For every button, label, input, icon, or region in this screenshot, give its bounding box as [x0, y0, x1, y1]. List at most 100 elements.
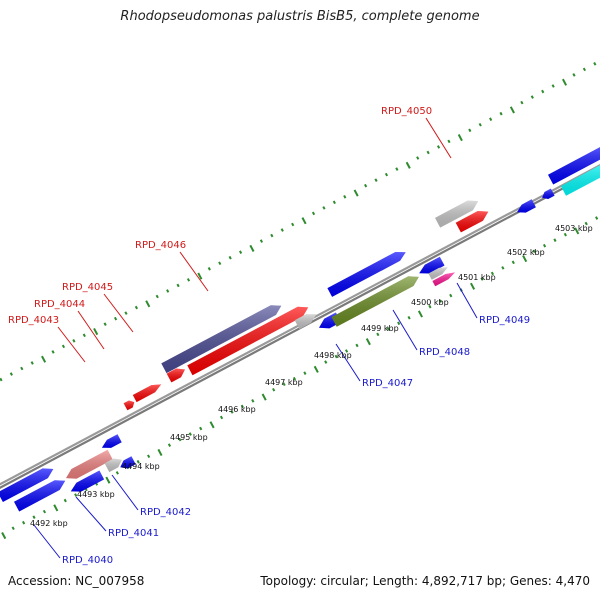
- gene-label-rpd_4040: RPD_4040: [62, 555, 113, 566]
- tick-mark: [532, 249, 536, 254]
- gene-feature-shade: [432, 272, 455, 287]
- tick-mark: [322, 206, 326, 210]
- gene-feature-shade: [132, 384, 162, 403]
- gene-label-rpd_4048: RPD_4048: [419, 347, 470, 358]
- tick-mark: [574, 227, 580, 235]
- tick-mark: [313, 365, 319, 373]
- tick-mark: [311, 211, 316, 216]
- tick-mark: [61, 344, 66, 349]
- kbp-label: 4497 kbp: [265, 378, 303, 387]
- tick-mark: [22, 520, 26, 525]
- gene-features: [0, 147, 600, 512]
- tick-mark: [355, 343, 359, 348]
- tick-mark: [259, 239, 264, 243]
- tick-mark: [428, 304, 432, 309]
- kbp-label: 4492 kbp: [30, 519, 68, 528]
- tick-mark: [426, 150, 430, 155]
- gene-label-rpd_4043: RPD_4043: [8, 315, 59, 326]
- tick-mark: [334, 354, 338, 359]
- tick-mark: [374, 178, 378, 182]
- tick-mark: [520, 100, 524, 105]
- kbp-label: 4494 kbp: [122, 462, 160, 471]
- tick-mark: [595, 216, 599, 220]
- leader-line: [77, 310, 105, 350]
- tick-mark: [228, 255, 232, 260]
- map-title: Rhodopseudomonas palustris BisB5, comple…: [120, 9, 480, 24]
- tick-mark: [344, 349, 349, 353]
- tick-mark: [51, 350, 55, 354]
- kbp-label: 4493 kbp: [77, 490, 115, 499]
- tick-mark: [499, 111, 503, 116]
- tick-mark: [280, 228, 284, 232]
- tick-mark: [199, 426, 203, 431]
- tick-mark: [593, 62, 597, 66]
- tick-mark: [197, 272, 203, 280]
- tick-mark: [63, 498, 67, 503]
- tick-mark: [53, 504, 59, 512]
- leader-line: [179, 251, 209, 292]
- gene-feature-shade: [187, 306, 309, 376]
- gene-feature-shade: [455, 211, 489, 233]
- tick-mark: [478, 122, 482, 127]
- tick-mark: [324, 360, 328, 364]
- leader-line: [33, 524, 61, 559]
- tick-mark: [103, 322, 107, 326]
- accession-text: Accession: NC_007958: [8, 574, 145, 588]
- tick-mark: [136, 459, 140, 464]
- tick-mark: [436, 145, 441, 149]
- gene-feature-shade: [294, 314, 317, 330]
- tick-mark: [582, 67, 586, 72]
- tick-mark: [541, 89, 545, 94]
- tick-mark: [218, 261, 222, 266]
- tick-mark: [480, 277, 484, 281]
- tick-mark: [74, 493, 78, 497]
- tick-mark: [468, 128, 472, 133]
- label-leader-lines: [33, 117, 478, 559]
- tick-mark: [530, 95, 534, 99]
- tick-mark: [251, 399, 255, 403]
- gene-feature-shade: [331, 276, 419, 327]
- tick-mark: [511, 260, 515, 265]
- tick-mark: [353, 189, 359, 197]
- tick-mark: [542, 243, 547, 248]
- tick-mark: [490, 271, 495, 276]
- tick-mark: [563, 232, 567, 237]
- gene-feature-shade: [327, 252, 406, 297]
- gene-label-rpd_4045: RPD_4045: [62, 282, 113, 293]
- gene-feature-shade: [123, 400, 135, 411]
- tick-mark: [303, 371, 307, 375]
- tick-mark: [166, 289, 170, 293]
- leader-line: [456, 282, 478, 319]
- tick-mark: [209, 421, 215, 429]
- gene-feature-shade: [517, 199, 536, 213]
- tick-mark: [178, 437, 182, 442]
- tick-mark: [301, 217, 307, 225]
- leader-line: [103, 293, 134, 333]
- tick-mark: [291, 222, 295, 227]
- tick-mark: [270, 233, 274, 238]
- tick-mark: [0, 377, 3, 382]
- gene-feature-shade: [66, 449, 113, 479]
- tick-mark: [230, 410, 234, 414]
- tick-mark: [30, 361, 34, 365]
- tick-mark: [105, 476, 111, 484]
- kbp-label: 4499 kbp: [361, 324, 399, 333]
- tick-mark: [386, 327, 390, 331]
- tick-mark: [489, 117, 493, 122]
- tick-mark: [134, 305, 138, 310]
- tick-mark: [365, 338, 371, 346]
- tick-mark: [397, 321, 401, 326]
- tick-mark: [207, 267, 211, 271]
- leader-line: [111, 474, 139, 511]
- tick-mark: [584, 221, 588, 226]
- gene-label-rpd_4041: RPD_4041: [108, 528, 159, 539]
- gene-label-rpd_4050: RPD_4050: [381, 106, 432, 117]
- outer-tick-track: [0, 62, 597, 382]
- topology-stats: Topology: circular; Length: 4,892,717 bp…: [260, 574, 590, 588]
- tick-mark: [343, 194, 347, 199]
- tick-mark: [176, 283, 180, 288]
- tick-mark: [572, 73, 576, 77]
- tick-mark: [384, 172, 389, 177]
- gene-feature-shade: [14, 480, 66, 512]
